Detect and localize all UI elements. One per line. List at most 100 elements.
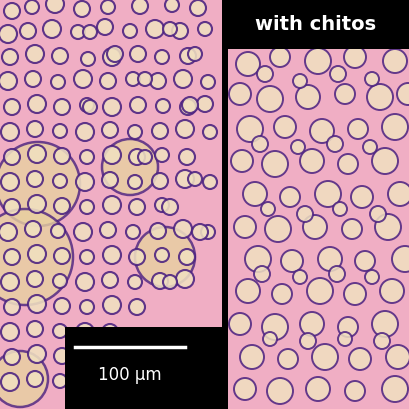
Circle shape [256,87,282,113]
Circle shape [129,200,145,216]
Text: with chitos: with chitos [255,16,375,34]
Circle shape [129,249,145,265]
Circle shape [306,278,332,304]
Circle shape [329,67,345,83]
Circle shape [162,200,178,216]
Circle shape [28,196,46,213]
Circle shape [239,345,263,369]
Circle shape [374,214,400,240]
Circle shape [277,349,297,369]
Circle shape [229,84,250,106]
Circle shape [314,182,340,207]
Circle shape [296,207,312,222]
Bar [221,0,409,50]
Circle shape [273,117,295,139]
Circle shape [81,53,95,67]
Circle shape [1,273,19,291]
Circle shape [371,311,397,337]
Circle shape [51,225,65,238]
Circle shape [83,101,97,115]
Circle shape [371,148,397,175]
Circle shape [179,249,195,265]
Circle shape [362,141,376,155]
Circle shape [252,137,267,153]
Circle shape [202,175,216,189]
Circle shape [198,23,211,37]
Circle shape [334,85,354,105]
Circle shape [126,73,139,87]
Circle shape [138,151,152,164]
Circle shape [182,98,198,114]
Circle shape [172,24,188,40]
Circle shape [102,324,118,340]
Circle shape [262,332,276,346]
Circle shape [4,100,20,116]
Circle shape [130,98,146,114]
Circle shape [385,345,409,369]
Circle shape [76,273,94,291]
Circle shape [280,250,302,272]
Circle shape [54,148,70,164]
Circle shape [256,67,272,83]
Circle shape [25,221,41,237]
Circle shape [1,323,19,341]
Circle shape [0,351,48,407]
Circle shape [270,48,289,68]
Circle shape [71,26,85,40]
Circle shape [52,49,68,65]
Circle shape [80,151,94,164]
Circle shape [128,275,142,289]
Circle shape [128,126,142,139]
Circle shape [173,220,191,238]
Circle shape [299,333,315,349]
Circle shape [261,202,274,216]
Circle shape [175,270,193,288]
Circle shape [279,188,299,207]
Circle shape [369,207,385,222]
Circle shape [191,225,207,240]
Circle shape [123,25,137,39]
Circle shape [83,26,97,40]
Circle shape [0,26,17,44]
Circle shape [173,71,191,89]
Circle shape [347,120,367,139]
Circle shape [28,146,46,164]
Circle shape [302,216,326,239]
Circle shape [53,324,67,338]
Circle shape [387,182,409,207]
Circle shape [155,51,169,65]
Circle shape [366,85,392,111]
Circle shape [328,266,344,282]
Circle shape [102,272,118,288]
Circle shape [343,47,365,69]
Circle shape [27,321,43,337]
Circle shape [309,120,333,144]
Circle shape [299,150,323,173]
Circle shape [266,378,292,404]
Circle shape [102,173,118,189]
Circle shape [155,248,169,262]
Circle shape [343,283,365,305]
Circle shape [126,225,139,239]
Circle shape [4,4,20,20]
Circle shape [364,270,378,284]
Circle shape [97,20,113,36]
Circle shape [128,175,142,189]
Bar [0,0,221,409]
Circle shape [130,47,146,63]
Circle shape [0,73,17,91]
Circle shape [25,1,39,15]
Circle shape [0,143,80,227]
Circle shape [180,100,196,116]
Circle shape [27,172,43,188]
Circle shape [54,298,70,314]
Circle shape [292,270,306,284]
Circle shape [103,296,121,314]
Circle shape [146,21,164,39]
Circle shape [4,249,20,265]
Circle shape [0,223,17,241]
Circle shape [76,173,94,191]
Bar [227,0,409,409]
Circle shape [27,371,43,387]
Circle shape [53,274,67,288]
